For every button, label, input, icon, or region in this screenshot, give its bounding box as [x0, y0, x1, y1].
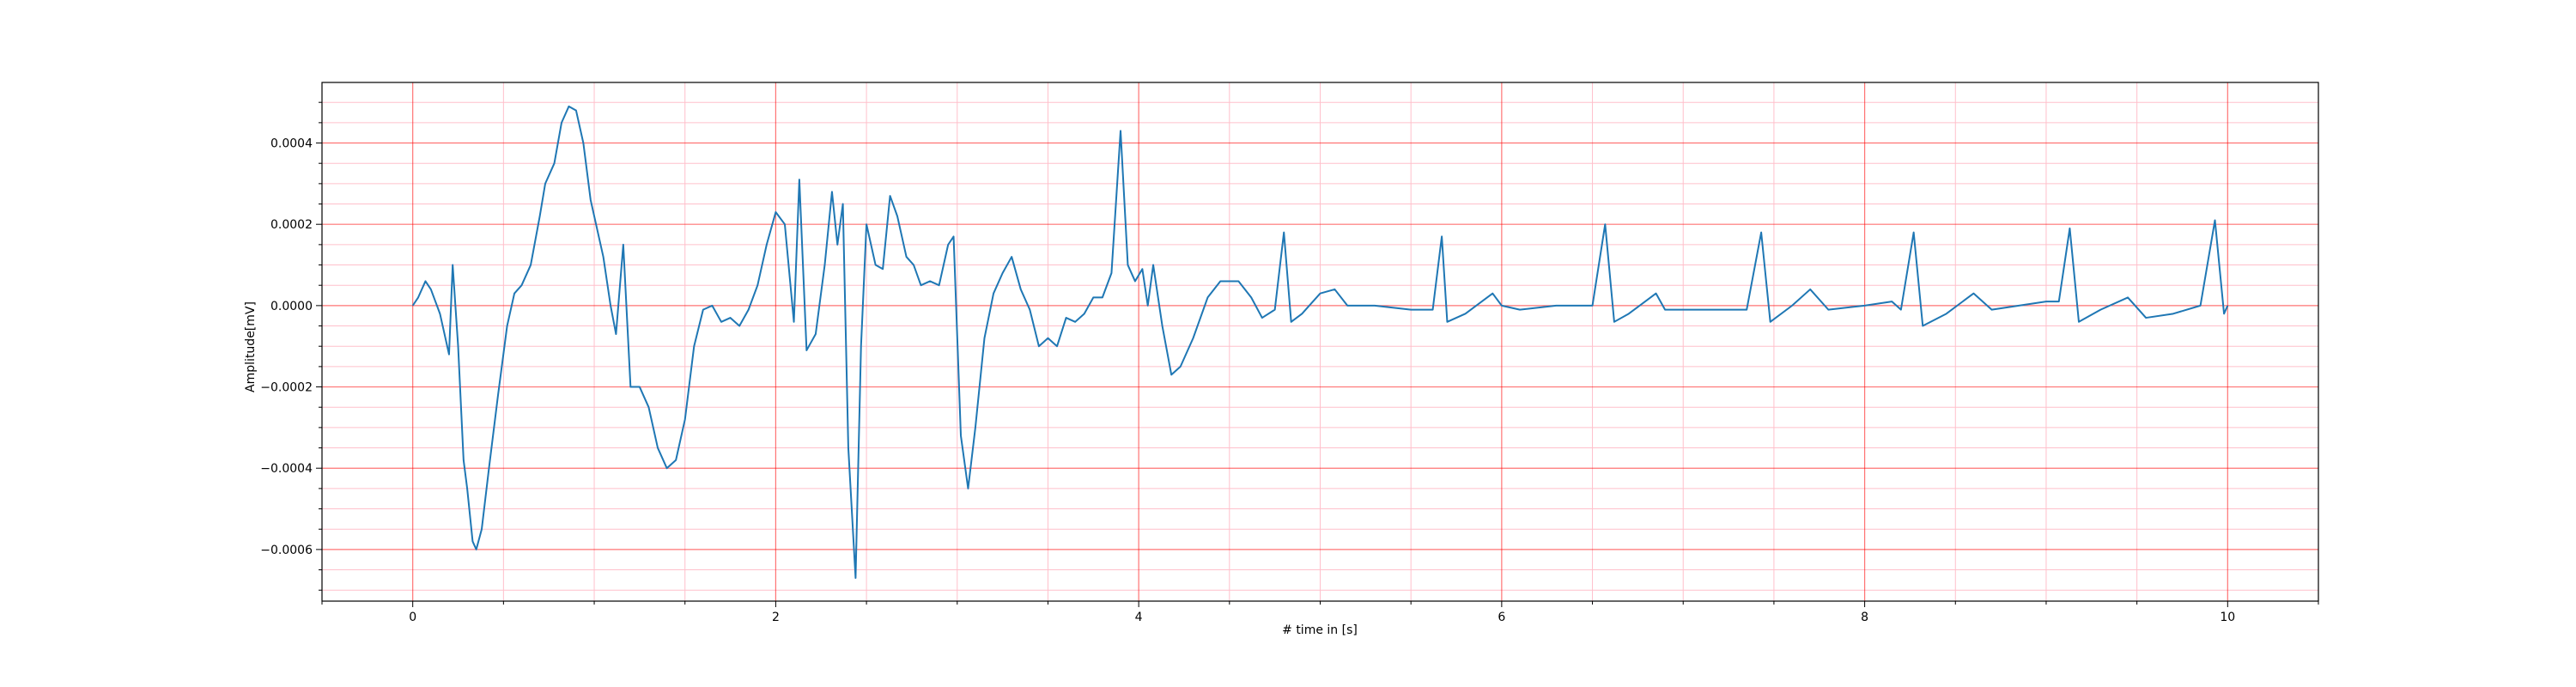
x-axis-label: # time in [s]: [1282, 623, 1358, 637]
y-tick-label: −0.0002: [260, 381, 313, 395]
y-tick-label: 0.0000: [270, 300, 313, 313]
plot-frame: [321, 82, 2319, 602]
y-tick-label: 0.0004: [270, 137, 313, 151]
x-tick-label: 10: [2220, 611, 2235, 624]
x-tick-label: 2: [772, 611, 780, 624]
x-tick-label: 4: [1135, 611, 1143, 624]
x-tick-label: 8: [1861, 611, 1868, 624]
y-axis-label: Amplitude[mV]: [244, 301, 258, 392]
y-tick-label: 0.0002: [270, 218, 313, 232]
y-tick-label: −0.0006: [260, 544, 313, 557]
line-series: [411, 105, 2229, 580]
y-tick-label: −0.0004: [260, 462, 313, 476]
x-tick-label: 6: [1498, 611, 1505, 624]
x-tick-label: 0: [409, 611, 416, 624]
